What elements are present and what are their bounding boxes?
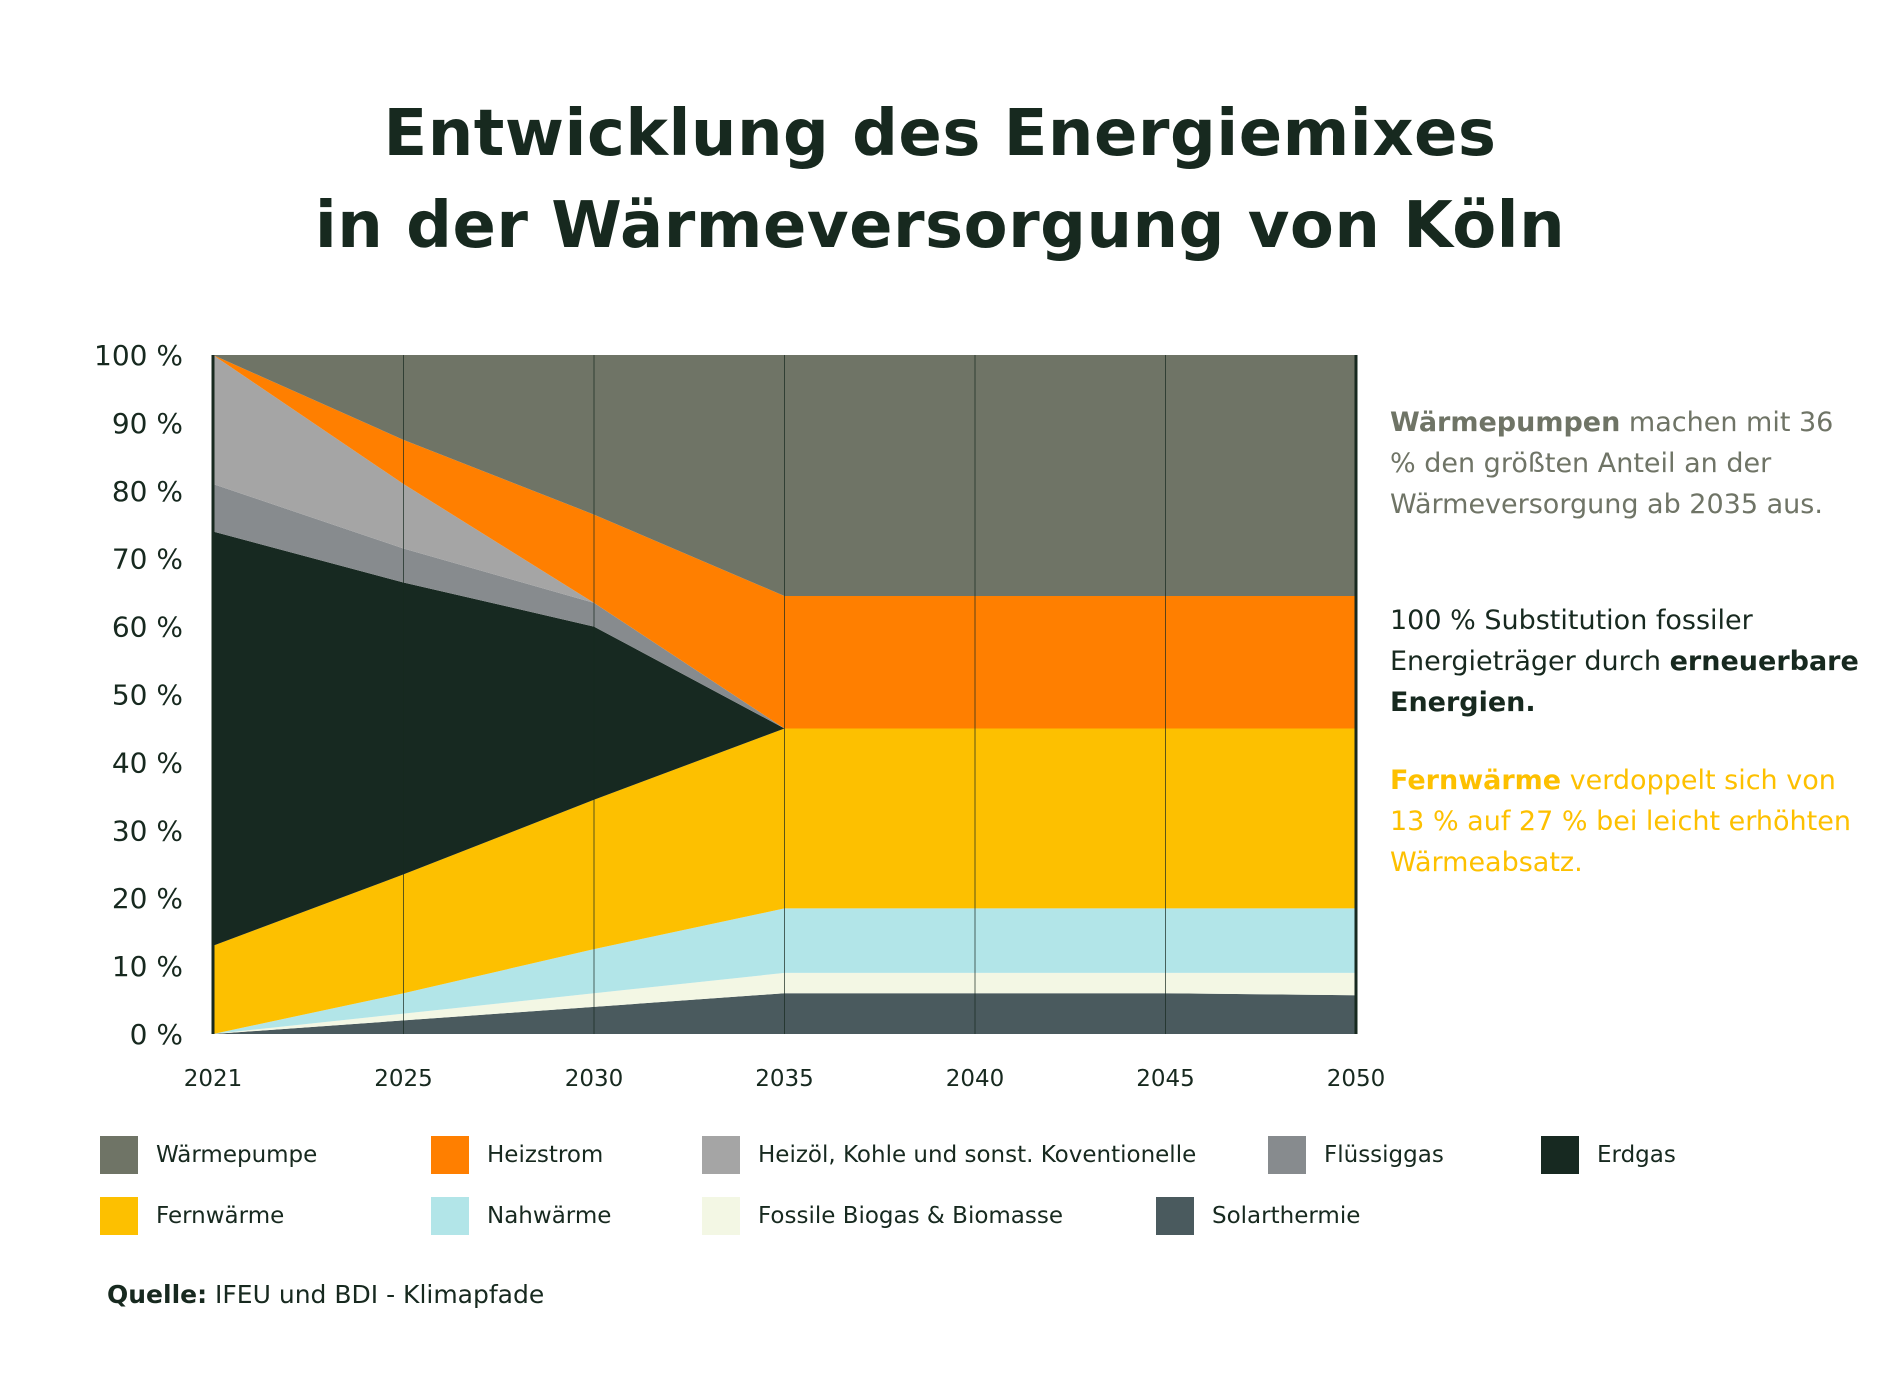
y-tick-label: 30 %	[112, 814, 183, 847]
legend-swatch	[702, 1197, 740, 1235]
y-tick-label: 80 %	[112, 475, 183, 508]
legend-item: Heizstrom	[431, 1135, 603, 1175]
area-heizstrom	[213, 355, 1356, 729]
legend-swatch	[1268, 1136, 1306, 1174]
legend-item: Fernwärme	[100, 1196, 284, 1236]
legend-label: Nahwärme	[487, 1203, 612, 1229]
title-line-2: in der Wärmeversorgung von Köln	[314, 189, 1566, 263]
legend-swatch	[100, 1197, 138, 1235]
legend-item: Erdgas	[1541, 1135, 1676, 1175]
source-text: IFEU und BDI - Klimapfade	[207, 1280, 545, 1309]
annotation-text: 100 % Substitution fossiler Energieträge…	[1390, 605, 1753, 677]
legend-swatch	[431, 1197, 469, 1235]
legend-label: Heizöl, Kohle und sonst. Koventionelle	[758, 1142, 1197, 1168]
chart-title: Entwicklung des Energiemixes in der Wärm…	[0, 88, 1880, 272]
legend-label: Solarthermie	[1212, 1203, 1361, 1229]
annotation-bold: erneuerbare Energien.	[1390, 646, 1859, 718]
legend-label: Fossile Biogas & Biomasse	[758, 1203, 1064, 1229]
y-tick-label: 90 %	[112, 407, 183, 440]
title-line-1: Entwicklung des Energiemixes	[383, 97, 1497, 171]
y-tick-label: 20 %	[112, 882, 183, 915]
x-tick-label: 2021	[184, 1066, 243, 1092]
annotation-bold: Fernwärme	[1390, 765, 1562, 796]
legend-label: Fernwärme	[156, 1203, 285, 1229]
area-heizöl-kohle-und-sonst-koventionelle	[213, 355, 1356, 729]
legend-swatch	[702, 1136, 740, 1174]
y-tick-label: 40 %	[112, 746, 183, 779]
x-tick-label: 2025	[374, 1066, 433, 1092]
annotation-substitution: 100 % Substitution fossiler Energieträge…	[1390, 600, 1860, 723]
x-tick-label: 2045	[1136, 1066, 1195, 1092]
x-tick-label: 2050	[1327, 1066, 1386, 1092]
legend-item: Fossile Biogas & Biomasse	[702, 1196, 1063, 1236]
area-erdgas	[213, 531, 1356, 946]
legend-label: Heizstrom	[487, 1142, 604, 1168]
x-tick-label: 2040	[946, 1066, 1005, 1092]
y-tick-label: 70 %	[112, 543, 183, 576]
legend-swatch	[1156, 1197, 1194, 1235]
y-tick-label: 50 %	[112, 679, 183, 712]
y-tick-label: 60 %	[112, 611, 183, 644]
y-tick-label: 10 %	[112, 950, 183, 983]
annotation-bold: Wärmepumpen	[1390, 407, 1621, 438]
legend-swatch	[100, 1136, 138, 1174]
legend-label: Flüssiggas	[1324, 1142, 1444, 1168]
legend-item: Wärmepumpe	[100, 1135, 317, 1175]
source-label: Quelle:	[107, 1280, 208, 1309]
area-fossile-biogas-biomasse	[213, 972, 1356, 1034]
legend-label: Wärmepumpe	[156, 1142, 318, 1168]
legend-label: Erdgas	[1597, 1142, 1676, 1168]
legend-item: Nahwärme	[431, 1196, 611, 1236]
annotation-text: verdoppelt sich von 13 % auf 27 % bei le…	[1390, 765, 1851, 878]
legend-swatch	[431, 1136, 469, 1174]
annotation-text: machen mit 36 % den größten Anteil an de…	[1390, 407, 1834, 520]
annotation-waermepumpen: Wärmepumpen machen mit 36 % den größten …	[1390, 402, 1860, 525]
legend-item: Solarthermie	[1156, 1196, 1360, 1236]
legend-item: Heizöl, Kohle und sonst. Koventionelle	[702, 1135, 1196, 1175]
source-note: Quelle: IFEU und BDI - Klimapfade	[107, 1280, 544, 1309]
y-tick-label: 0 %	[130, 1018, 183, 1051]
x-tick-label: 2030	[565, 1066, 624, 1092]
x-tick-label: 2035	[755, 1066, 814, 1092]
legend-item: Flüssiggas	[1268, 1135, 1444, 1175]
legend-swatch	[1541, 1136, 1579, 1174]
y-tick-label: 100 %	[94, 339, 183, 372]
annotation-fernwaerme: Fernwärme verdoppelt sich von 13 % auf 2…	[1390, 760, 1860, 883]
